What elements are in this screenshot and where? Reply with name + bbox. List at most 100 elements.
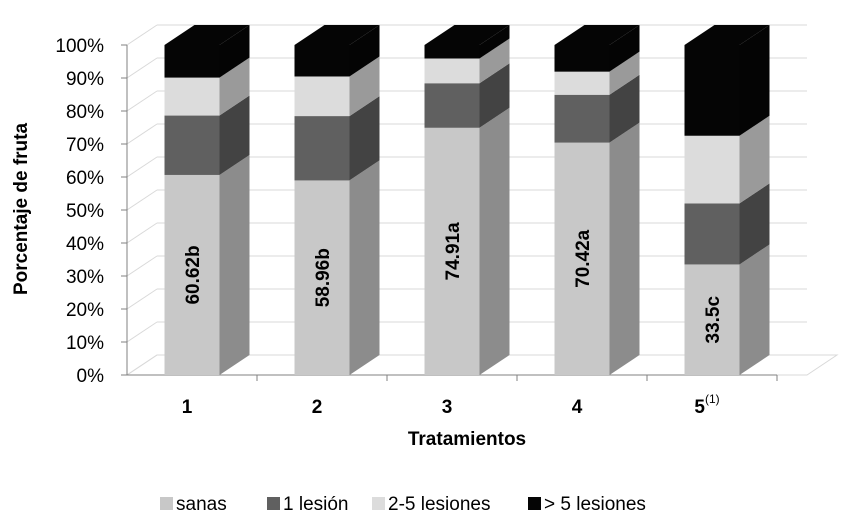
bar-segment <box>164 57 250 116</box>
y-tick-label: 100% <box>55 36 104 57</box>
data-labels: 60.62b 58.96b 74.91a 70.42a 33.5c <box>183 222 724 344</box>
x-tick-labels: 1 2 3 4 5(1) <box>182 392 720 418</box>
x-tick-label: 5(1) <box>694 392 719 418</box>
bar-front <box>554 45 610 72</box>
bar-side <box>219 154 250 375</box>
bar-front <box>424 45 480 59</box>
x-tick-label: 1 <box>182 397 193 418</box>
x-axis-title: Tratamientos <box>408 429 526 450</box>
x-tick-label: 3 <box>442 397 453 418</box>
bar-front <box>164 45 220 78</box>
bar-segment <box>554 74 640 143</box>
legend-label: 2-5 lesiones <box>388 494 490 515</box>
bar-stack-3 <box>424 25 510 375</box>
bar-front <box>554 94 610 143</box>
bar-side <box>609 51 640 95</box>
bar-stack-4 <box>554 25 640 375</box>
bar-segment <box>164 154 250 375</box>
bar-side <box>219 95 250 175</box>
bar-top <box>164 25 250 45</box>
data-label: 70.42a <box>573 229 594 288</box>
bar-side <box>609 74 640 143</box>
bar-side <box>739 244 770 375</box>
bar-segment <box>554 51 640 95</box>
legend-label: 1 lesión <box>283 494 349 515</box>
y-tick-label: 90% <box>66 69 104 90</box>
y-tick-label: 30% <box>66 267 104 288</box>
bar-segment <box>684 244 770 375</box>
bar-front <box>424 58 480 84</box>
bar-front <box>424 83 480 128</box>
y-tick-labels: 0% 10% 20% 30% 40% 50% 60% 70% 80% 90% 100% <box>55 36 104 387</box>
bar-side <box>349 56 380 117</box>
y-tick-label: 70% <box>66 135 104 156</box>
bar-side <box>739 183 770 265</box>
bar-side <box>349 25 380 77</box>
bar-segment <box>424 38 510 84</box>
bar-segment <box>684 25 770 136</box>
y-tick-label: 40% <box>66 234 104 255</box>
gridline-side <box>126 24 158 46</box>
legend-item: 1 lesión <box>267 494 349 515</box>
legend-label: sanas <box>176 494 227 515</box>
bar-side <box>349 96 380 181</box>
bar-front <box>294 180 350 375</box>
bar-segment <box>424 63 510 128</box>
gridline-side <box>126 90 158 112</box>
bar-stack-2 <box>294 25 380 375</box>
y-tick-label: 0% <box>77 366 105 387</box>
bar-segment <box>554 122 640 375</box>
y-tick-label: 50% <box>66 201 104 222</box>
bar-side <box>609 122 640 375</box>
y-axis-title: Porcentaje de fruta <box>11 123 32 296</box>
x-tick-label: 4 <box>572 397 583 418</box>
bar-front <box>684 264 740 375</box>
bar-side <box>739 25 770 136</box>
gridline-side <box>126 123 158 145</box>
x-tick-superscript: (1) <box>705 392 720 406</box>
bar-segment <box>164 95 250 175</box>
bar-segment <box>294 25 380 77</box>
gridline-side <box>126 222 158 244</box>
bar-side <box>219 57 250 116</box>
bar-front <box>684 203 740 265</box>
bar-segment <box>684 183 770 265</box>
legend-item: sanas <box>160 494 227 515</box>
bar-side <box>479 107 510 375</box>
legend-swatch <box>160 497 173 510</box>
bar-top <box>684 25 770 45</box>
bar-top <box>554 25 640 45</box>
legend: sanas 1 lesión 2-5 lesiones > 5 lesiones <box>160 494 646 515</box>
gridline-side <box>126 321 158 343</box>
bar-front <box>684 135 740 204</box>
legend-swatch <box>528 497 541 510</box>
bar-segment <box>164 25 250 78</box>
bar-front <box>554 71 610 95</box>
bar-front <box>554 142 610 375</box>
bar-top <box>424 25 510 45</box>
gridline-side <box>126 255 158 277</box>
bar-side <box>349 160 380 375</box>
legend-label: > 5 lesiones <box>544 494 646 515</box>
data-label: 60.62b <box>183 245 204 304</box>
legend-swatch <box>372 497 385 510</box>
gridline-side <box>126 189 158 211</box>
bars <box>164 25 770 375</box>
bar-side <box>219 25 250 78</box>
data-label: 58.96b <box>313 248 334 307</box>
y-tick-label: 80% <box>66 102 104 123</box>
bar-front <box>164 77 220 116</box>
bar-side <box>609 25 640 72</box>
gridline-side <box>126 288 158 310</box>
bar-segment <box>294 96 380 181</box>
bar-front <box>424 127 480 375</box>
legend-item: > 5 lesiones <box>528 494 646 515</box>
bar-front <box>164 174 220 375</box>
bar-segment <box>554 25 640 72</box>
data-label: 74.91a <box>443 222 464 281</box>
bar-segment <box>684 115 770 204</box>
gridline-side <box>126 57 158 79</box>
bar-front <box>164 115 220 175</box>
gridline-side <box>126 156 158 178</box>
